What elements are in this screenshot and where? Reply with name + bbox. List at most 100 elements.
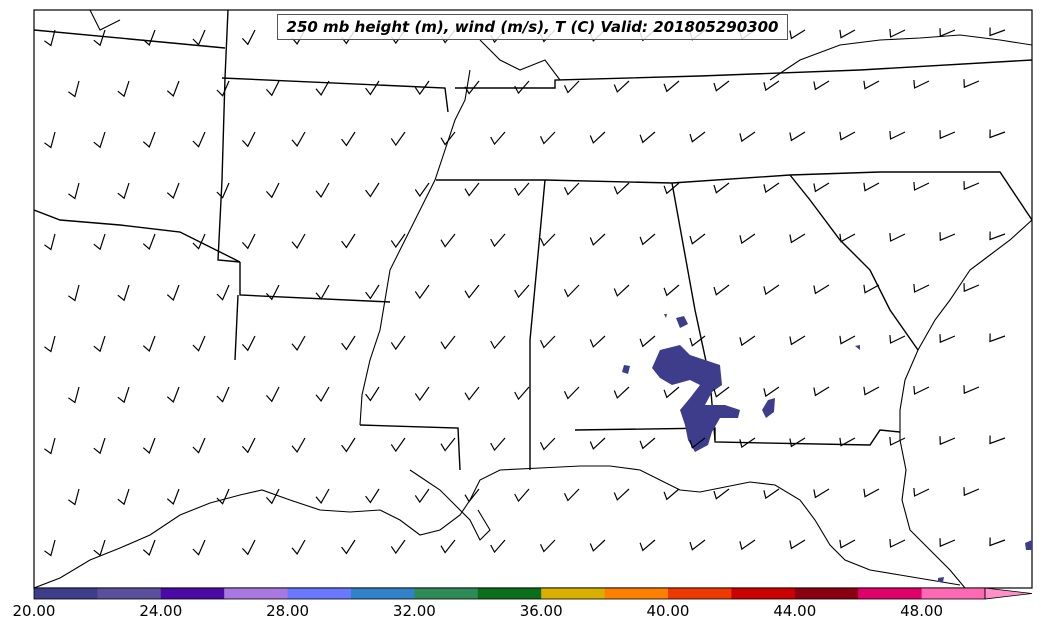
- wind-barb: [514, 182, 530, 197]
- wind-barb: [365, 284, 380, 300]
- wind-barb: [839, 131, 856, 141]
- wind-barb: [365, 182, 380, 198]
- wind-barb: [813, 488, 830, 499]
- wind-barb: [763, 80, 780, 92]
- wind-barb: [291, 233, 306, 249]
- wind-barb: [142, 437, 156, 455]
- wind-barb: [192, 335, 206, 352]
- wind-barb: [414, 80, 430, 96]
- wind-barb: [440, 233, 456, 248]
- wind-barb: [315, 284, 330, 300]
- wind-barb: [789, 29, 806, 40]
- wind-barb: [117, 284, 130, 302]
- wind-barb: [142, 539, 156, 557]
- wind-barb: [241, 131, 256, 148]
- wind-barb: [414, 386, 430, 402]
- wind-barb: [166, 284, 180, 302]
- wind-barb: [989, 27, 1006, 37]
- wind-barb: [341, 539, 356, 555]
- wind-barb: [142, 29, 156, 47]
- wind-barb: [763, 182, 780, 194]
- florida-east-coast: [899, 439, 966, 588]
- colorbar-segment: [224, 588, 289, 599]
- wind-barb: [241, 539, 256, 556]
- wind-barb: [365, 488, 380, 504]
- wind-barb: [464, 182, 480, 197]
- map-frame: [33, 9, 1033, 589]
- wind-barb: [315, 80, 330, 96]
- wind-barb: [390, 437, 406, 453]
- wind-barb: [291, 131, 306, 147]
- wind-barb: [166, 488, 180, 506]
- wind-barb: [291, 539, 306, 555]
- wind-barb: [142, 233, 156, 251]
- wind-barb: [365, 80, 380, 96]
- wind-barb: [315, 386, 330, 402]
- wind-barb: [713, 488, 730, 500]
- colorbar-segment: [477, 588, 542, 599]
- colorbar-tick-label: 44.00: [773, 602, 817, 620]
- wind-barb: [241, 29, 256, 46]
- wind-barb: [216, 386, 230, 403]
- wind-barb: [341, 233, 356, 249]
- wind-barb: [192, 131, 206, 148]
- colorbar-segment: [604, 588, 669, 599]
- wind-barb: [440, 131, 456, 146]
- colorbar-segment: [921, 588, 986, 599]
- wind-barb: [689, 539, 706, 551]
- wind-barb: [563, 182, 580, 196]
- wind-barb: [613, 386, 630, 399]
- chesapeake-coast: [769, 34, 1032, 81]
- wind-barb: [265, 284, 280, 301]
- wind-barb: [713, 284, 730, 296]
- wind-barb: [44, 437, 56, 455]
- wind-barb: [93, 233, 106, 251]
- wind-barb: [989, 231, 1006, 241]
- wind-barb: [142, 131, 156, 149]
- wind-barb: [563, 284, 580, 298]
- colorbar-segment: [541, 588, 606, 599]
- wind-barb: [639, 437, 656, 450]
- wind-barb: [639, 335, 656, 348]
- wind-barb: [93, 29, 106, 47]
- wind-barb: [589, 335, 606, 348]
- wind-barb: [192, 437, 206, 454]
- colorbar-segment: [794, 588, 859, 599]
- wind-barb: [813, 386, 830, 397]
- wind-barb: [390, 539, 406, 555]
- colorbar-segment: [668, 588, 732, 599]
- wind-barb: [390, 233, 406, 249]
- wind-barb: [663, 284, 680, 297]
- wind-barb: [839, 539, 856, 549]
- wind-barb: [639, 233, 656, 246]
- wind-barb: [689, 437, 706, 449]
- wind-barb: [117, 80, 130, 98]
- wind-barb: [539, 335, 556, 349]
- wind-barb: [613, 182, 630, 195]
- colorbar-segment: [731, 588, 796, 599]
- wind-barb: [216, 488, 230, 505]
- wind-barb: [539, 437, 556, 451]
- colorbar-segment: [351, 588, 415, 599]
- wind-barb: [613, 488, 630, 501]
- wind-barb: [789, 233, 806, 244]
- wind-barb: [789, 335, 806, 346]
- wind-barb: [913, 181, 930, 191]
- temperature-contour-fill: [762, 398, 775, 418]
- colorbar-segment: [858, 588, 923, 599]
- wind-barb: [789, 437, 806, 448]
- wind-barb: [117, 182, 130, 200]
- wind-barb: [539, 233, 556, 247]
- wind-barb: [68, 80, 80, 98]
- wind-barb: [341, 437, 356, 453]
- wind-barb: [341, 131, 356, 147]
- wind-barb: [464, 488, 480, 503]
- wind-barb: [440, 539, 456, 554]
- wind-barb: [390, 335, 406, 351]
- wind-barb: [241, 233, 256, 250]
- wind-barb: [763, 488, 780, 500]
- colorbar-tick-label: 36.00: [519, 602, 563, 620]
- wind-barb: [813, 80, 830, 91]
- wind-barb: [241, 335, 256, 352]
